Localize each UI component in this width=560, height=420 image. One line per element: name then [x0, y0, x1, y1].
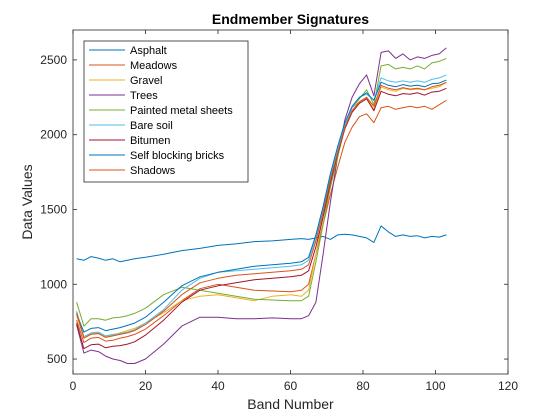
x-tick-label: 120 [498, 379, 518, 393]
y-tick-label: 1000 [40, 277, 67, 291]
legend-label: Asphalt [130, 45, 167, 57]
y-axis-ticks: 500 1000 1500 2000 2500 [40, 53, 508, 366]
series-line-self-blocking-bricks [76, 79, 447, 333]
legend-label: Meadows [130, 60, 178, 72]
y-axis-label: Data Values [19, 164, 35, 239]
series-line-painted-metal-sheets [76, 57, 447, 327]
x-axis-ticks: 0 20 40 60 80 100 120 [70, 30, 518, 393]
series-line-bitumen [76, 87, 447, 350]
legend-label: Painted metal sheets [130, 105, 233, 117]
y-tick-label: 1500 [40, 202, 67, 216]
series-line-bare-soil [76, 74, 447, 338]
x-axis-label: Band Number [247, 396, 334, 412]
legend-label: Self blocking bricks [130, 150, 225, 162]
x-tick-label: 100 [425, 379, 445, 393]
legend-label: Shadows [130, 165, 176, 177]
y-tick-label: 500 [47, 352, 67, 366]
series-line-trees [76, 47, 447, 364]
x-tick-label: 0 [70, 379, 77, 393]
legend-label: Bitumen [130, 135, 170, 147]
y-tick-label: 2000 [40, 128, 67, 142]
series-line-shadows [76, 81, 447, 339]
series-line-asphalt [76, 225, 447, 263]
plot-series-group [76, 47, 447, 364]
x-tick-label: 40 [211, 379, 225, 393]
legend-label: Bare soil [130, 120, 173, 132]
chart-title: Endmember Signatures [212, 11, 369, 27]
series-line-gravel [76, 81, 447, 339]
legend-label: Gravel [130, 75, 162, 87]
series-line-meadows [76, 99, 447, 344]
legend-label: Trees [130, 90, 158, 102]
x-tick-label: 20 [139, 379, 153, 393]
y-tick-label: 2500 [40, 53, 67, 67]
x-tick-label: 80 [356, 379, 370, 393]
x-tick-label: 60 [284, 379, 298, 393]
legend: Asphalt Meadows Gravel Trees Painted metal s… [83, 40, 249, 183]
